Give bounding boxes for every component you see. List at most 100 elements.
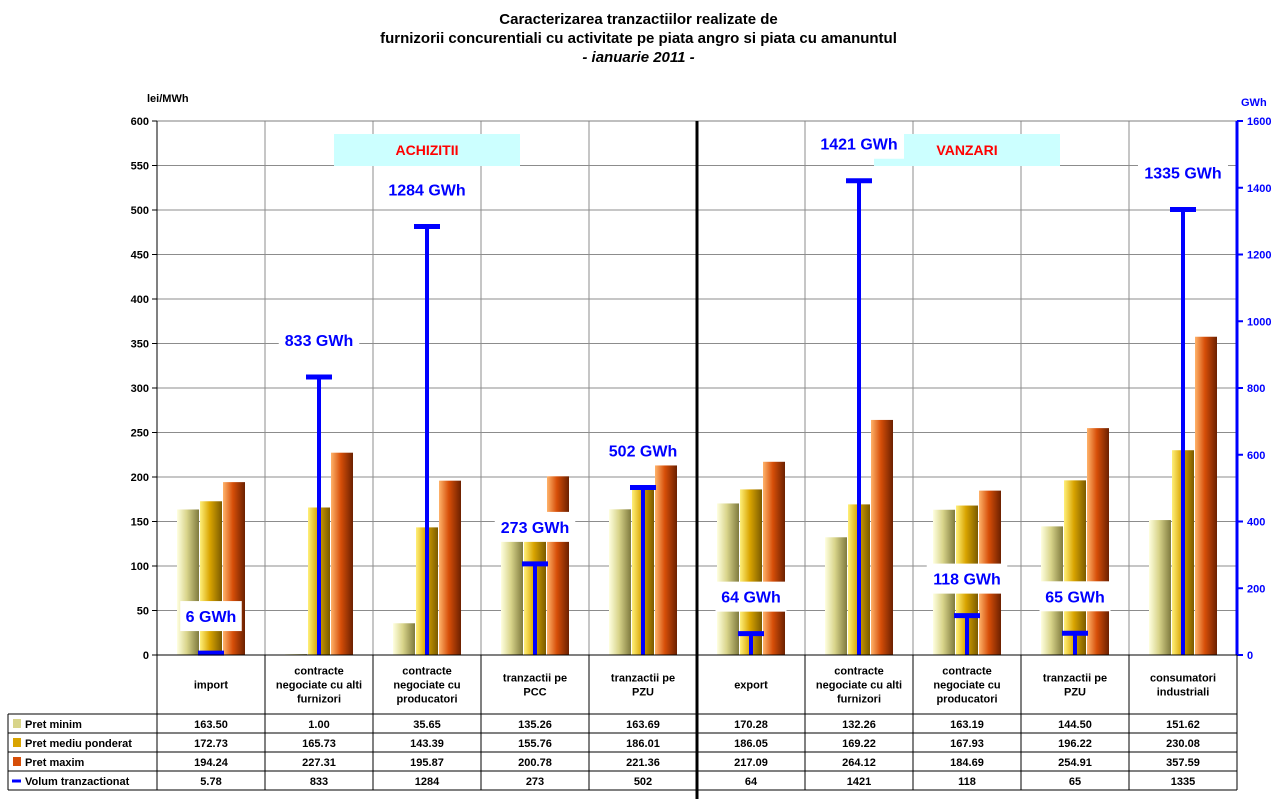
table-cell: 135.26 (518, 719, 552, 731)
y-tick-label-left: 300 (131, 383, 149, 395)
volume-layer: 6 GWh 833 GWh 1284 GWh 273 GWh 502 GWh 64 GWh… (180, 128, 1228, 656)
category-label: tranzactii pe (503, 673, 567, 685)
category-label: import (194, 680, 229, 692)
table-cell: 1284 (415, 776, 440, 788)
y-tick-label-right: 800 (1247, 383, 1265, 395)
legend-entry: Pret maxim (25, 757, 85, 769)
category-label: export (734, 680, 768, 692)
price-bar (331, 452, 353, 655)
price-bar (1064, 480, 1086, 655)
table-cell: 273 (526, 776, 544, 788)
table-cell: 186.01 (626, 738, 660, 750)
y-tick-label-right: 1600 (1247, 116, 1271, 128)
section-label-box (334, 134, 520, 166)
table-cell: 196.22 (1058, 738, 1092, 750)
table-cell: 155.76 (518, 738, 552, 750)
y-tick-label-left: 100 (131, 561, 149, 573)
y-tick-label-left: 250 (131, 428, 149, 440)
volume-label-bg (814, 128, 904, 159)
category-label: negociate cu (393, 680, 460, 692)
volume-label: 273 GWh (501, 520, 569, 537)
price-bar (763, 461, 785, 655)
volume-label-bg (494, 511, 576, 542)
table-cell: 184.69 (950, 757, 984, 769)
table-cell: 170.28 (734, 719, 768, 731)
chart-title-line-2: furnizorii concurentiali cu activitate p… (380, 30, 897, 47)
price-bar (1087, 428, 1109, 655)
table-cell: 357.59 (1166, 757, 1200, 769)
volume-label-bg (278, 324, 360, 355)
table-cell: 163.19 (950, 719, 984, 731)
price-bar (871, 419, 893, 655)
category-label: negociate cu alti (276, 680, 362, 692)
table-cell: 221.36 (626, 757, 660, 769)
category-label: contracte (402, 666, 452, 678)
table-cell: 165.73 (302, 738, 336, 750)
category-label: contracte (834, 666, 884, 678)
table-cell: 833 (310, 776, 328, 788)
y-tick-label-left: 450 (131, 250, 149, 262)
table-cell: 143.39 (410, 738, 444, 750)
y-axis-label-left: lei/MWh (147, 93, 189, 105)
table-cell: 230.08 (1166, 738, 1200, 750)
category-label: tranzactii pe (1043, 673, 1107, 685)
category-label: producatori (936, 694, 997, 706)
table-cell: 227.31 (302, 757, 336, 769)
category-label: contracte (942, 666, 992, 678)
table-cell: 1335 (1171, 776, 1195, 788)
table-cell: 217.09 (734, 757, 768, 769)
y-tick-label-left: 50 (137, 606, 149, 618)
price-bar (393, 623, 415, 655)
category-label: PZU (1064, 687, 1086, 699)
table-cell: 64 (745, 776, 758, 788)
table-cell: 65 (1069, 776, 1081, 788)
volume-label: 1284 GWh (388, 182, 465, 199)
legend-swatch (13, 738, 21, 747)
category-label: negociate cu (933, 680, 1000, 692)
price-bar (439, 480, 461, 655)
chart-title-line-1: Caracterizarea tranzactiilor realizate d… (499, 11, 778, 28)
y-tick-label-left: 200 (131, 472, 149, 484)
legend-swatch (13, 757, 21, 766)
price-bar (717, 503, 739, 655)
category-label: industriali (1157, 687, 1210, 699)
table-cell: 132.26 (842, 719, 876, 731)
table-cell: 200.78 (518, 757, 552, 769)
table-cell: 35.65 (413, 719, 441, 731)
table-cell: 151.62 (1166, 719, 1200, 731)
price-bar (825, 537, 847, 655)
chart-subtitle: - ianuarie 2011 - (582, 49, 695, 66)
volume-label-bg (1039, 581, 1111, 612)
table-cell: 118 (958, 776, 976, 788)
table-cell: 195.87 (410, 757, 444, 769)
table-cell: 167.93 (950, 738, 984, 750)
table-cell: 169.22 (842, 738, 876, 750)
legend-entry: Pret minim (25, 719, 82, 731)
category-label: negociate cu alti (816, 680, 902, 692)
category-label: furnizori (297, 694, 341, 706)
price-bar (609, 509, 631, 655)
category-label: furnizori (837, 694, 881, 706)
legend-entry: Volum tranzactionat (25, 776, 130, 788)
y-tick-label-right: 400 (1247, 517, 1265, 529)
y-tick-label-left: 600 (131, 116, 149, 128)
volume-label-bg (180, 601, 242, 632)
section-label: ACHIZITII (396, 142, 459, 158)
y-tick-label-left: 0 (143, 650, 149, 662)
price-bar (655, 457, 677, 655)
y-tick-label-left: 350 (131, 339, 149, 351)
table-cell: 1421 (847, 776, 871, 788)
legend-entry: Pret mediu ponderat (25, 738, 132, 750)
volume-label-bg (602, 435, 684, 466)
price-bar (177, 509, 199, 655)
category-label: contracte (294, 666, 344, 678)
table-cell: 163.69 (626, 719, 660, 731)
table-cell: 194.24 (194, 757, 229, 769)
y-tick-label-left: 500 (131, 205, 149, 217)
volume-label: 65 GWh (1045, 589, 1105, 606)
volume-label: 1335 GWh (1144, 165, 1221, 182)
price-bar (1149, 520, 1171, 655)
y-tick-label-right: 1400 (1247, 183, 1271, 195)
volume-label: 502 GWh (609, 443, 677, 460)
